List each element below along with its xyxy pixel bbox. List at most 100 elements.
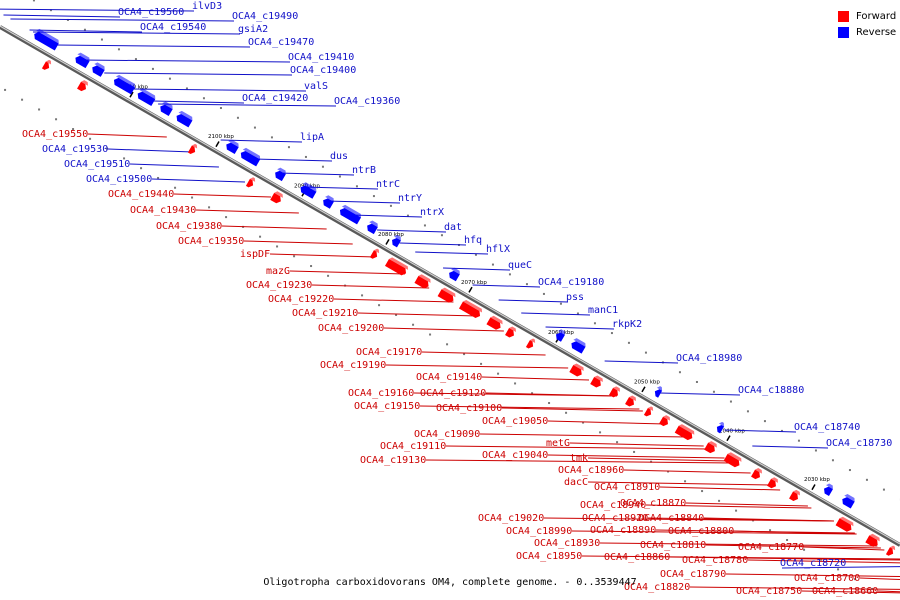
- tick-dot: [803, 548, 806, 551]
- leader-line: [669, 556, 900, 561]
- backbone-highlight: [0, 25, 900, 545]
- tick-dot: [412, 323, 415, 326]
- tick-dot: [865, 478, 868, 481]
- gene-body: [824, 486, 833, 497]
- tick-dot: [49, 9, 52, 12]
- gene-body: [835, 518, 852, 532]
- gene-label: OCA4_c18920: [582, 513, 648, 524]
- gene-body: [842, 497, 855, 509]
- gene-label: OCA4_c19420: [242, 93, 308, 104]
- leader-line: [445, 445, 709, 450]
- gene-body: [704, 442, 715, 454]
- tick-dot: [695, 380, 698, 383]
- leader-line: [587, 457, 730, 462]
- gene-body: [245, 178, 254, 188]
- gene-body: [270, 192, 281, 204]
- tick-dot: [38, 108, 41, 111]
- gene-body: [367, 223, 378, 235]
- gene-top-face: [629, 395, 636, 402]
- tick-dot: [72, 128, 75, 131]
- forward-gene: [525, 338, 536, 349]
- leader-line: [220, 139, 303, 143]
- leader-line: [645, 504, 812, 509]
- tick-dot: [32, 0, 35, 2]
- tick-dot: [508, 273, 511, 276]
- forward-gene: [505, 326, 516, 338]
- forward-gene: [77, 80, 88, 92]
- forward-gene: [590, 375, 603, 388]
- tick-dot: [542, 292, 545, 295]
- leader-line: [132, 88, 307, 92]
- gene-label: OCA4_c18940: [580, 500, 646, 511]
- gene-label: OCA4_c19510: [64, 159, 130, 170]
- gene-label: OCA4_c18800: [668, 526, 734, 537]
- tick-dot: [321, 165, 324, 168]
- gene-label: OCA4_c19130: [360, 455, 426, 466]
- tick-mark: [385, 238, 390, 245]
- leader-line: [703, 517, 834, 522]
- forward-gene: [643, 406, 654, 417]
- forward-gene: [723, 452, 742, 468]
- leader-line: [547, 420, 666, 425]
- reverse-gene: [34, 28, 59, 51]
- leader-line: [104, 72, 293, 76]
- gene-body: [113, 77, 136, 95]
- gene-label: OCA4_c18910: [594, 482, 660, 493]
- gene-top-face: [81, 80, 88, 86]
- reverse-gene: [275, 167, 286, 182]
- reverse-gene: [367, 220, 378, 235]
- gene-top-face: [242, 147, 261, 160]
- gene-label: OCA4_c19140: [416, 372, 482, 383]
- gene-label: OCA4_c19120: [420, 388, 486, 399]
- tick-dot: [100, 38, 103, 41]
- tick-dot: [304, 155, 307, 158]
- gene-label: dat: [444, 222, 462, 233]
- leader-line: [689, 586, 900, 590]
- gene-label: OCA4_c19220: [268, 294, 334, 305]
- tick-dot: [837, 568, 840, 571]
- leader-line: [10, 18, 235, 22]
- gene-top-face: [162, 101, 173, 110]
- leader-line: [326, 200, 401, 204]
- gene-label: dacC: [564, 477, 588, 488]
- forward-gene: [569, 363, 584, 377]
- gene-body: [339, 207, 362, 225]
- forward-gene: [767, 477, 778, 489]
- gene-top-face: [191, 143, 198, 149]
- leader-line: [725, 573, 900, 578]
- leader-line: [243, 240, 353, 245]
- leader-line: [421, 351, 546, 356]
- leader-line: [129, 163, 219, 168]
- leader-line: [333, 298, 454, 303]
- legend-reverse: Reverse: [838, 24, 896, 40]
- gene-label: dus: [330, 151, 348, 162]
- tick-dot: [718, 499, 721, 502]
- tick-label: 2030 kbp: [804, 477, 830, 483]
- legend-forward-label: Forward: [856, 10, 897, 22]
- tick-dot: [83, 28, 86, 31]
- tick-dot: [463, 353, 466, 356]
- leader-line: [221, 225, 327, 230]
- leader-line: [87, 133, 167, 138]
- tick-dot: [429, 333, 432, 336]
- gene-label: OCA4_c18770: [738, 542, 804, 553]
- leader-line: [383, 327, 504, 332]
- leader-line: [803, 546, 885, 551]
- legend-reverse-label: Reverse: [856, 26, 897, 38]
- gene-body: [392, 237, 401, 248]
- tick-dot: [491, 263, 494, 266]
- gene-label: valS: [304, 81, 328, 92]
- tick-dot: [423, 224, 426, 227]
- gene-label: OCA4_c19170: [356, 347, 422, 358]
- tick-dot: [780, 429, 783, 432]
- gene-top-face: [826, 483, 833, 490]
- gene-label: OCA4_c18820: [624, 582, 690, 593]
- gene-label: OCA4_c18880: [738, 385, 804, 396]
- tick-dot: [293, 255, 296, 258]
- tick-dot: [514, 382, 517, 385]
- forward-gene: [384, 257, 409, 276]
- tick-dot: [593, 322, 596, 325]
- gene-top-face: [369, 220, 378, 228]
- reverse-gene: [137, 88, 156, 107]
- tick-dot: [684, 480, 687, 483]
